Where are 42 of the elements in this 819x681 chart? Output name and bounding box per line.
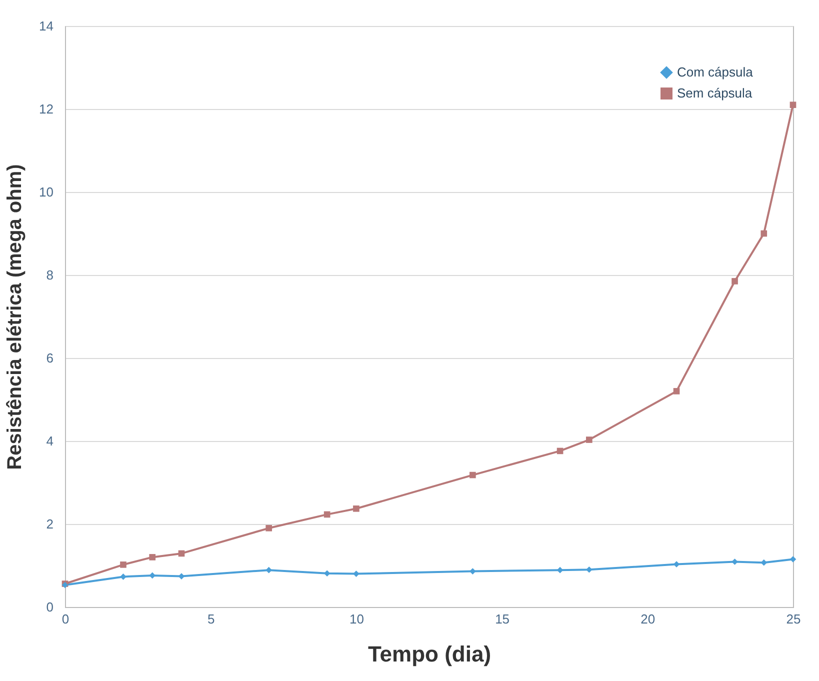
point: [732, 278, 738, 284]
point: [149, 572, 156, 579]
point: [556, 566, 564, 574]
point: [732, 558, 738, 565]
point: [178, 573, 185, 580]
point: [120, 562, 126, 568]
x-tick-label: 5: [207, 612, 215, 626]
point: [266, 524, 272, 532]
point: [790, 102, 796, 108]
point: [760, 230, 768, 237]
y-tick-label: 6: [46, 350, 54, 366]
legend-label: Com cápsula: [677, 64, 754, 80]
point: [353, 505, 360, 512]
point: [586, 436, 592, 443]
y-tick-label: 8: [46, 268, 54, 282]
x-tick-label: 0: [62, 612, 70, 626]
y-tick-label: 10: [39, 184, 54, 200]
point: [178, 550, 185, 557]
x-tick-label: 25: [786, 612, 801, 626]
y-tick-label: 12: [39, 102, 54, 116]
y-axis-title: Resistência elétrica (mega ohm): [4, 164, 26, 470]
y-tick-label: 14: [39, 18, 54, 34]
legend-label: Sem cápsula: [677, 86, 753, 100]
y-tick-label: 0: [46, 600, 54, 614]
point: [760, 559, 768, 566]
x-tick-label: 20: [640, 612, 656, 626]
point: [673, 388, 680, 394]
y-tick-label: 2: [46, 516, 54, 532]
point: [266, 566, 272, 574]
point: [790, 556, 796, 562]
point: [673, 561, 680, 568]
x-tick-label: 15: [495, 612, 510, 626]
point: [586, 566, 592, 573]
point: [556, 448, 564, 454]
x-tick-label: 10: [349, 612, 364, 626]
point: [324, 511, 330, 518]
point: [470, 472, 476, 478]
point: [324, 570, 330, 577]
y-tick-label: 4: [46, 434, 54, 448]
point: [149, 554, 156, 560]
x-axis-title: Tempo (dia): [368, 642, 492, 666]
point: [120, 574, 126, 580]
